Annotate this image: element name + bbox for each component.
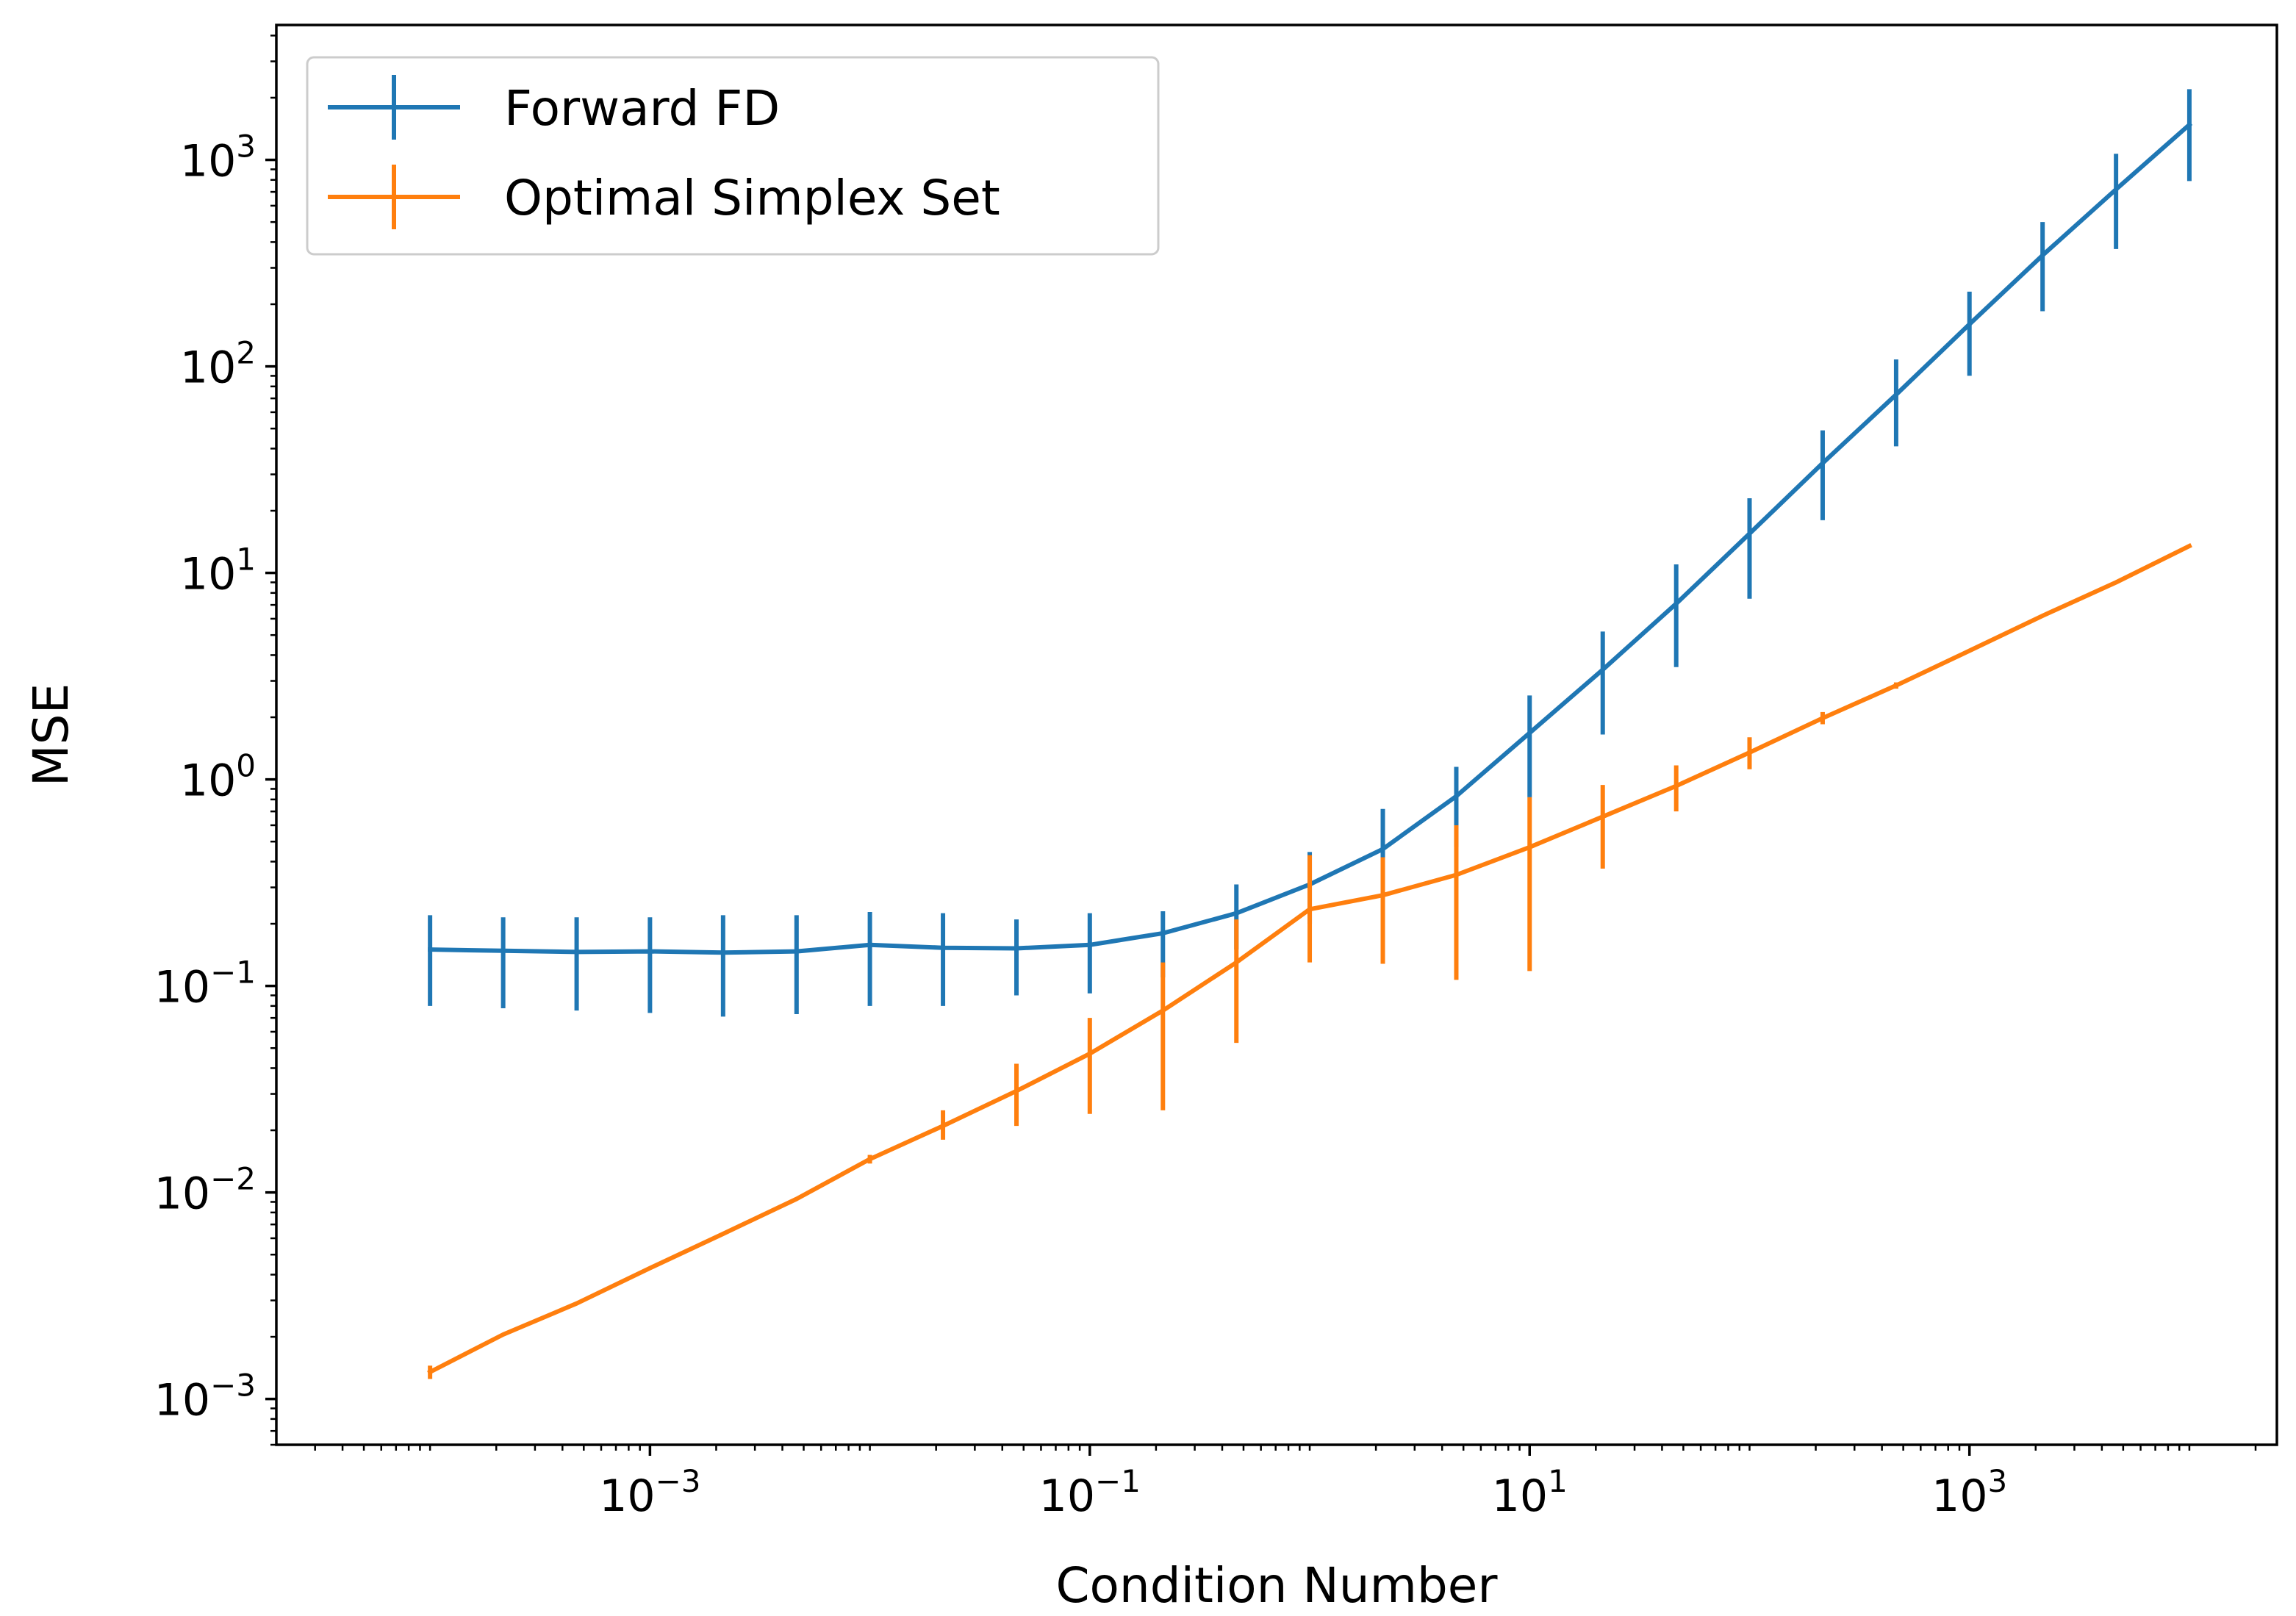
legend-entry: Optimal Simplex Set: [328, 165, 1000, 229]
legend-entry: Forward FD: [328, 75, 780, 140]
y-axis-label: MSE: [23, 683, 79, 787]
y-tick-label: 101: [180, 542, 256, 600]
series-layer: [427, 89, 2193, 1379]
y-tick-labels: 10−3 10−2 10−1 100 101 102 103: [154, 129, 256, 1426]
plot-frame: [275, 24, 2278, 1446]
series-1: [427, 542, 2192, 1379]
x-tick-labels: 10−3 10−1 101 103: [599, 1463, 2007, 1522]
y-tick-label: 10−1: [154, 955, 256, 1013]
x-tick-label: 101: [1492, 1463, 1568, 1522]
x-axis-label: Condition Number: [1055, 1557, 1498, 1614]
y-tick-label: 10−2: [154, 1161, 256, 1220]
y-tick-label: 10−3: [154, 1368, 256, 1426]
legend-label: Forward FD: [504, 80, 780, 137]
legend-box: [306, 56, 1160, 256]
y-tick-label: 100: [180, 748, 256, 807]
legend-entries: Forward FD Optimal Simplex Set: [328, 75, 1000, 229]
legend-label: Optimal Simplex Set: [504, 170, 1000, 226]
x-tick-label: 103: [1931, 1463, 2007, 1522]
legend: Forward FD Optimal Simplex Set: [306, 56, 1160, 256]
y-tick-label: 102: [180, 335, 256, 394]
x-tick-label: 10−1: [1039, 1463, 1141, 1522]
series-line: [427, 542, 2192, 1376]
y-tick-label: 103: [180, 129, 256, 187]
major-ticks: [265, 158, 1971, 1456]
x-tick-label: 10−3: [599, 1463, 700, 1522]
